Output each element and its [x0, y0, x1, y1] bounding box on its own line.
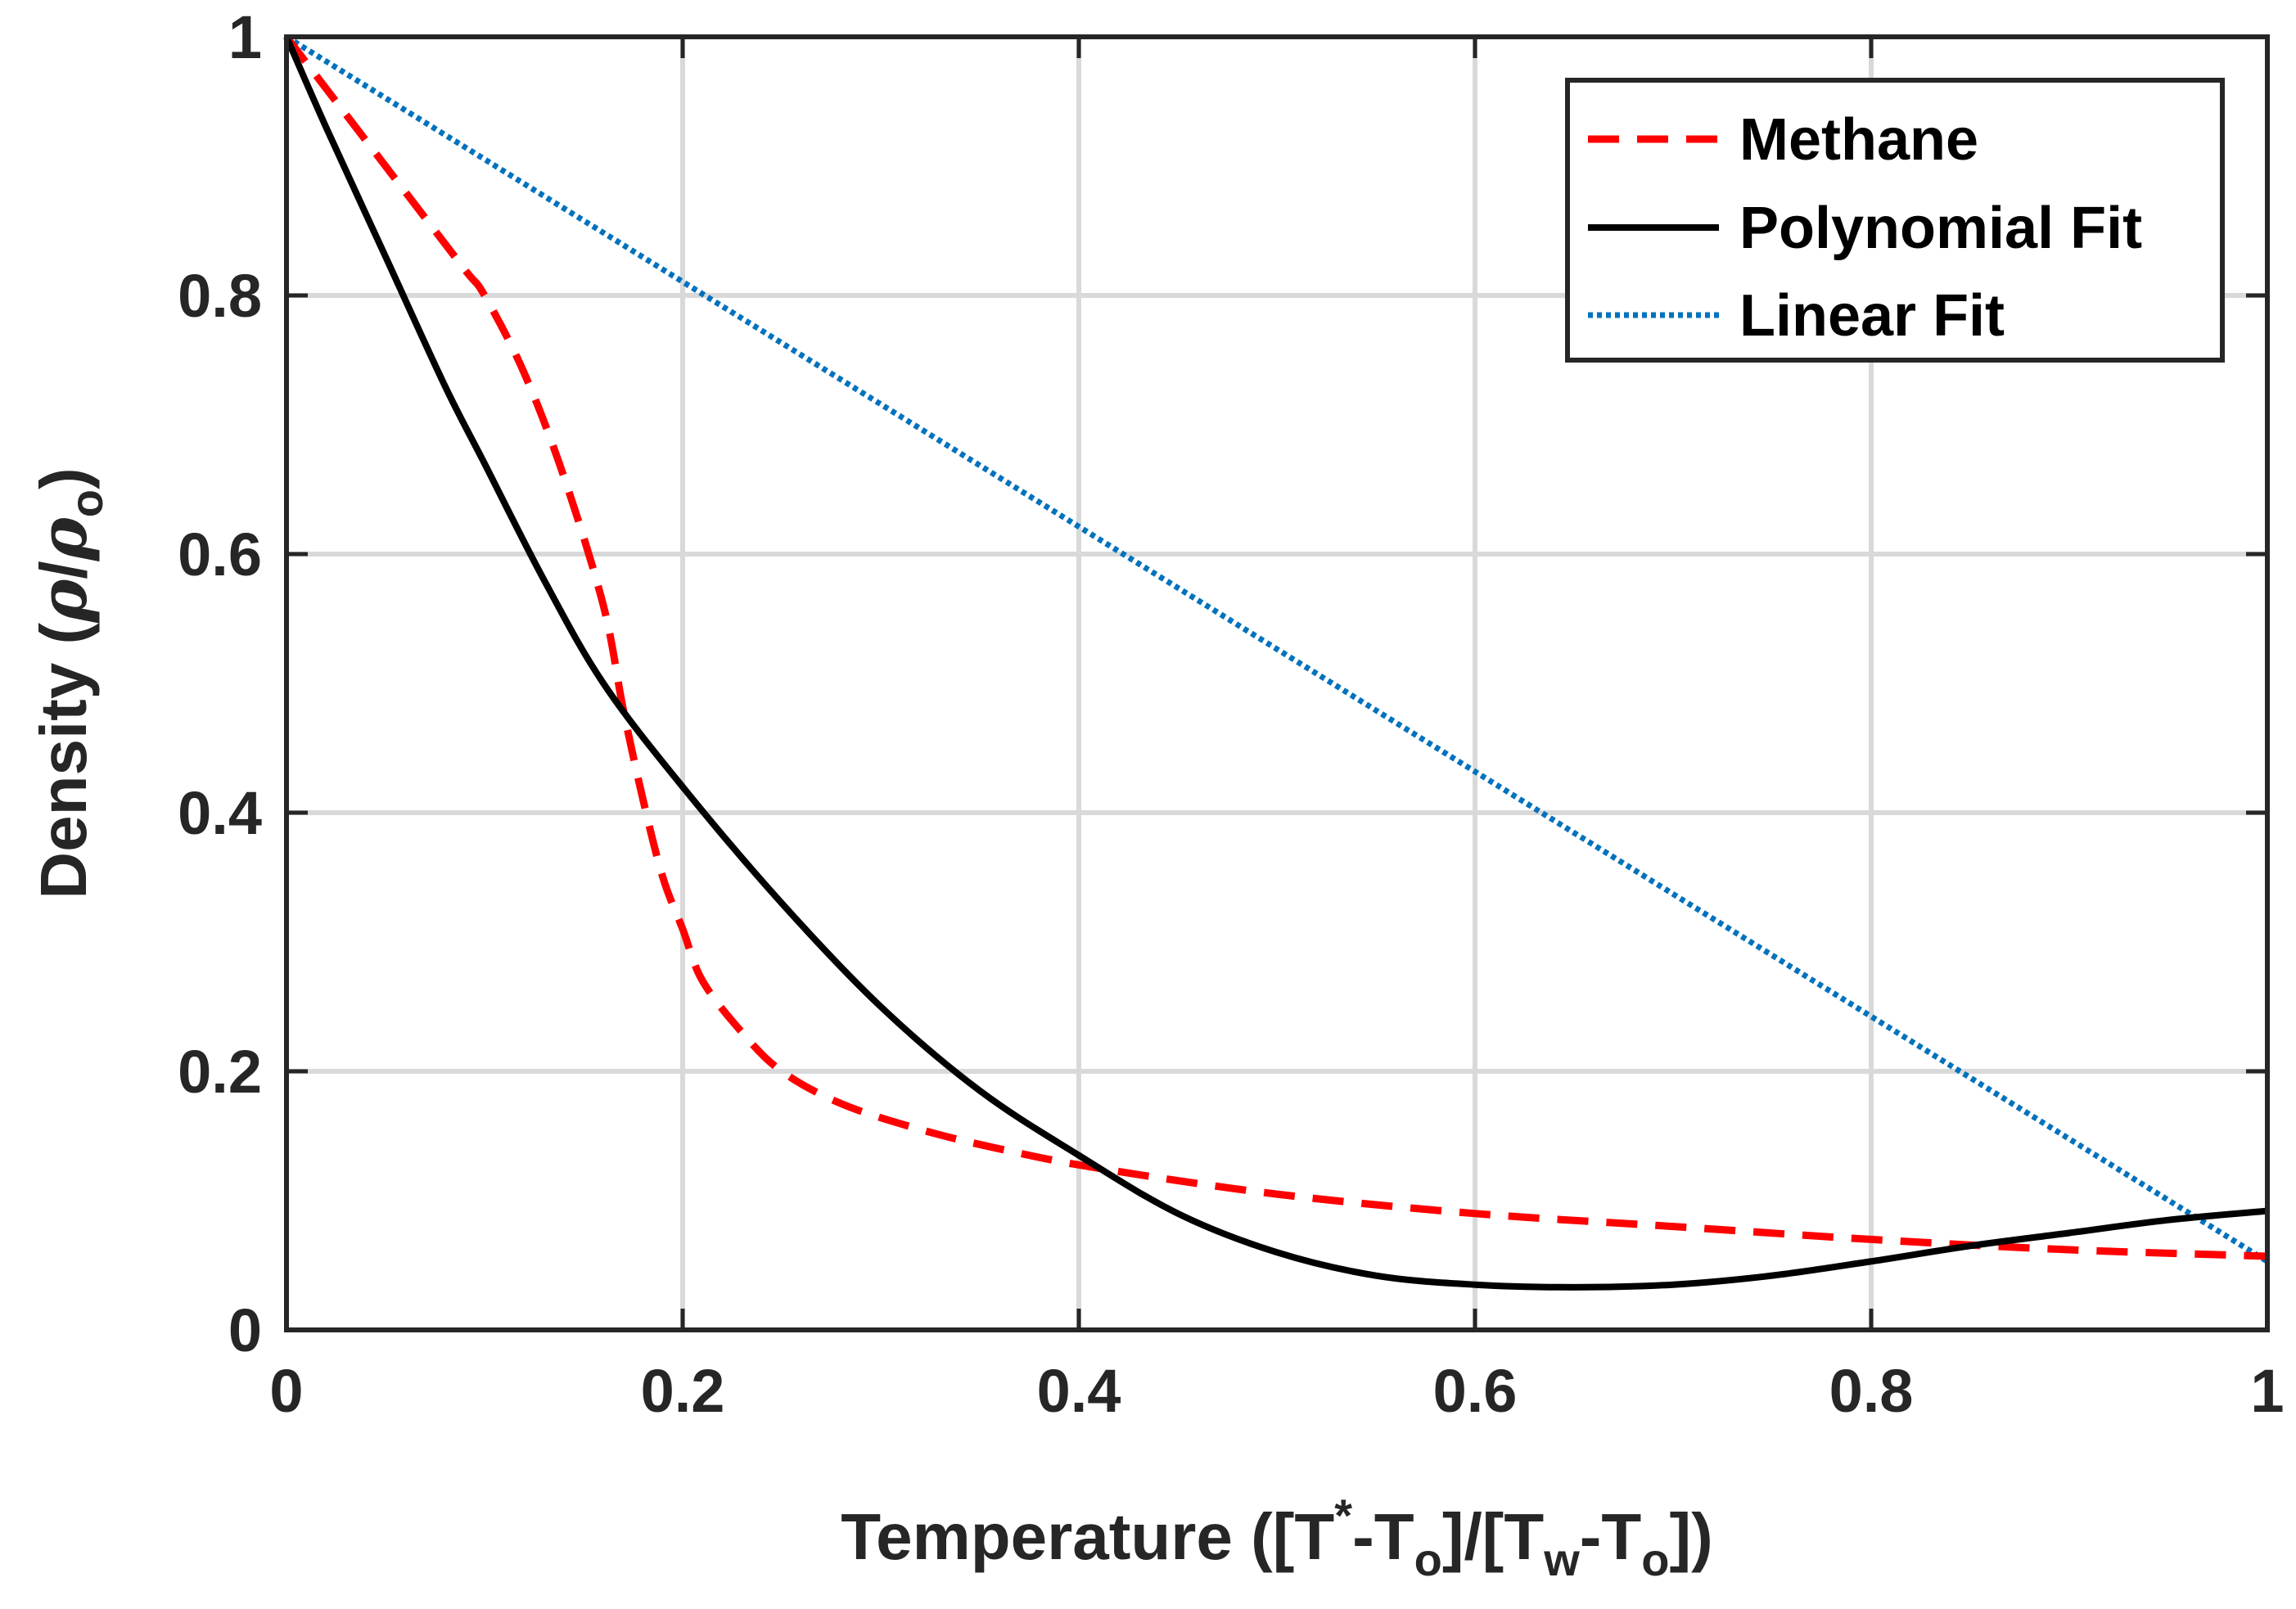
- plot-frame: [284, 34, 2270, 1332]
- legend-label-methane: Methane: [1739, 107, 1978, 173]
- x-tick-label: 0: [269, 1357, 303, 1425]
- series-line-polynomial-fit: [283, 35, 2268, 1291]
- x-axis-label: Temperature ([T*-To]/[Tw-To]): [841, 1490, 1713, 1585]
- legend: Methane Polynomial Fit Linear Fit: [1565, 78, 2225, 363]
- x-tick-label: 0.8: [1829, 1357, 1914, 1425]
- y-tick-label: 1: [228, 3, 262, 71]
- series-line-methane: [283, 34, 2268, 1260]
- y-axis-label: Density (ρ/ρo): [25, 467, 112, 899]
- legend-label-polynomial-fit: Polynomial Fit: [1739, 196, 2142, 261]
- y-tick-label: 0: [228, 1296, 262, 1364]
- y-tick-label: 0.6: [178, 521, 262, 588]
- x-tick-label: 0.4: [1037, 1357, 1121, 1425]
- x-tick-label: 0.2: [641, 1357, 725, 1425]
- legend-label-linear-fit: Linear Fit: [1739, 283, 2005, 349]
- series-line-linear-fit: [285, 34, 2269, 1264]
- y-tick-label: 0.2: [178, 1038, 262, 1106]
- legend-box: [1565, 78, 2225, 363]
- x-tick-label: 0.6: [1433, 1357, 1518, 1425]
- axis-ticks: 0 0.2 0.4 0.6 0.8 1 0 0.2 0.4 0.6 0.8 1: [178, 3, 2284, 1425]
- x-tick-label: 1: [2250, 1357, 2284, 1425]
- y-tick-label: 0.8: [178, 262, 262, 330]
- data-series: [283, 34, 2269, 1291]
- y-tick-label: 0.4: [178, 779, 262, 847]
